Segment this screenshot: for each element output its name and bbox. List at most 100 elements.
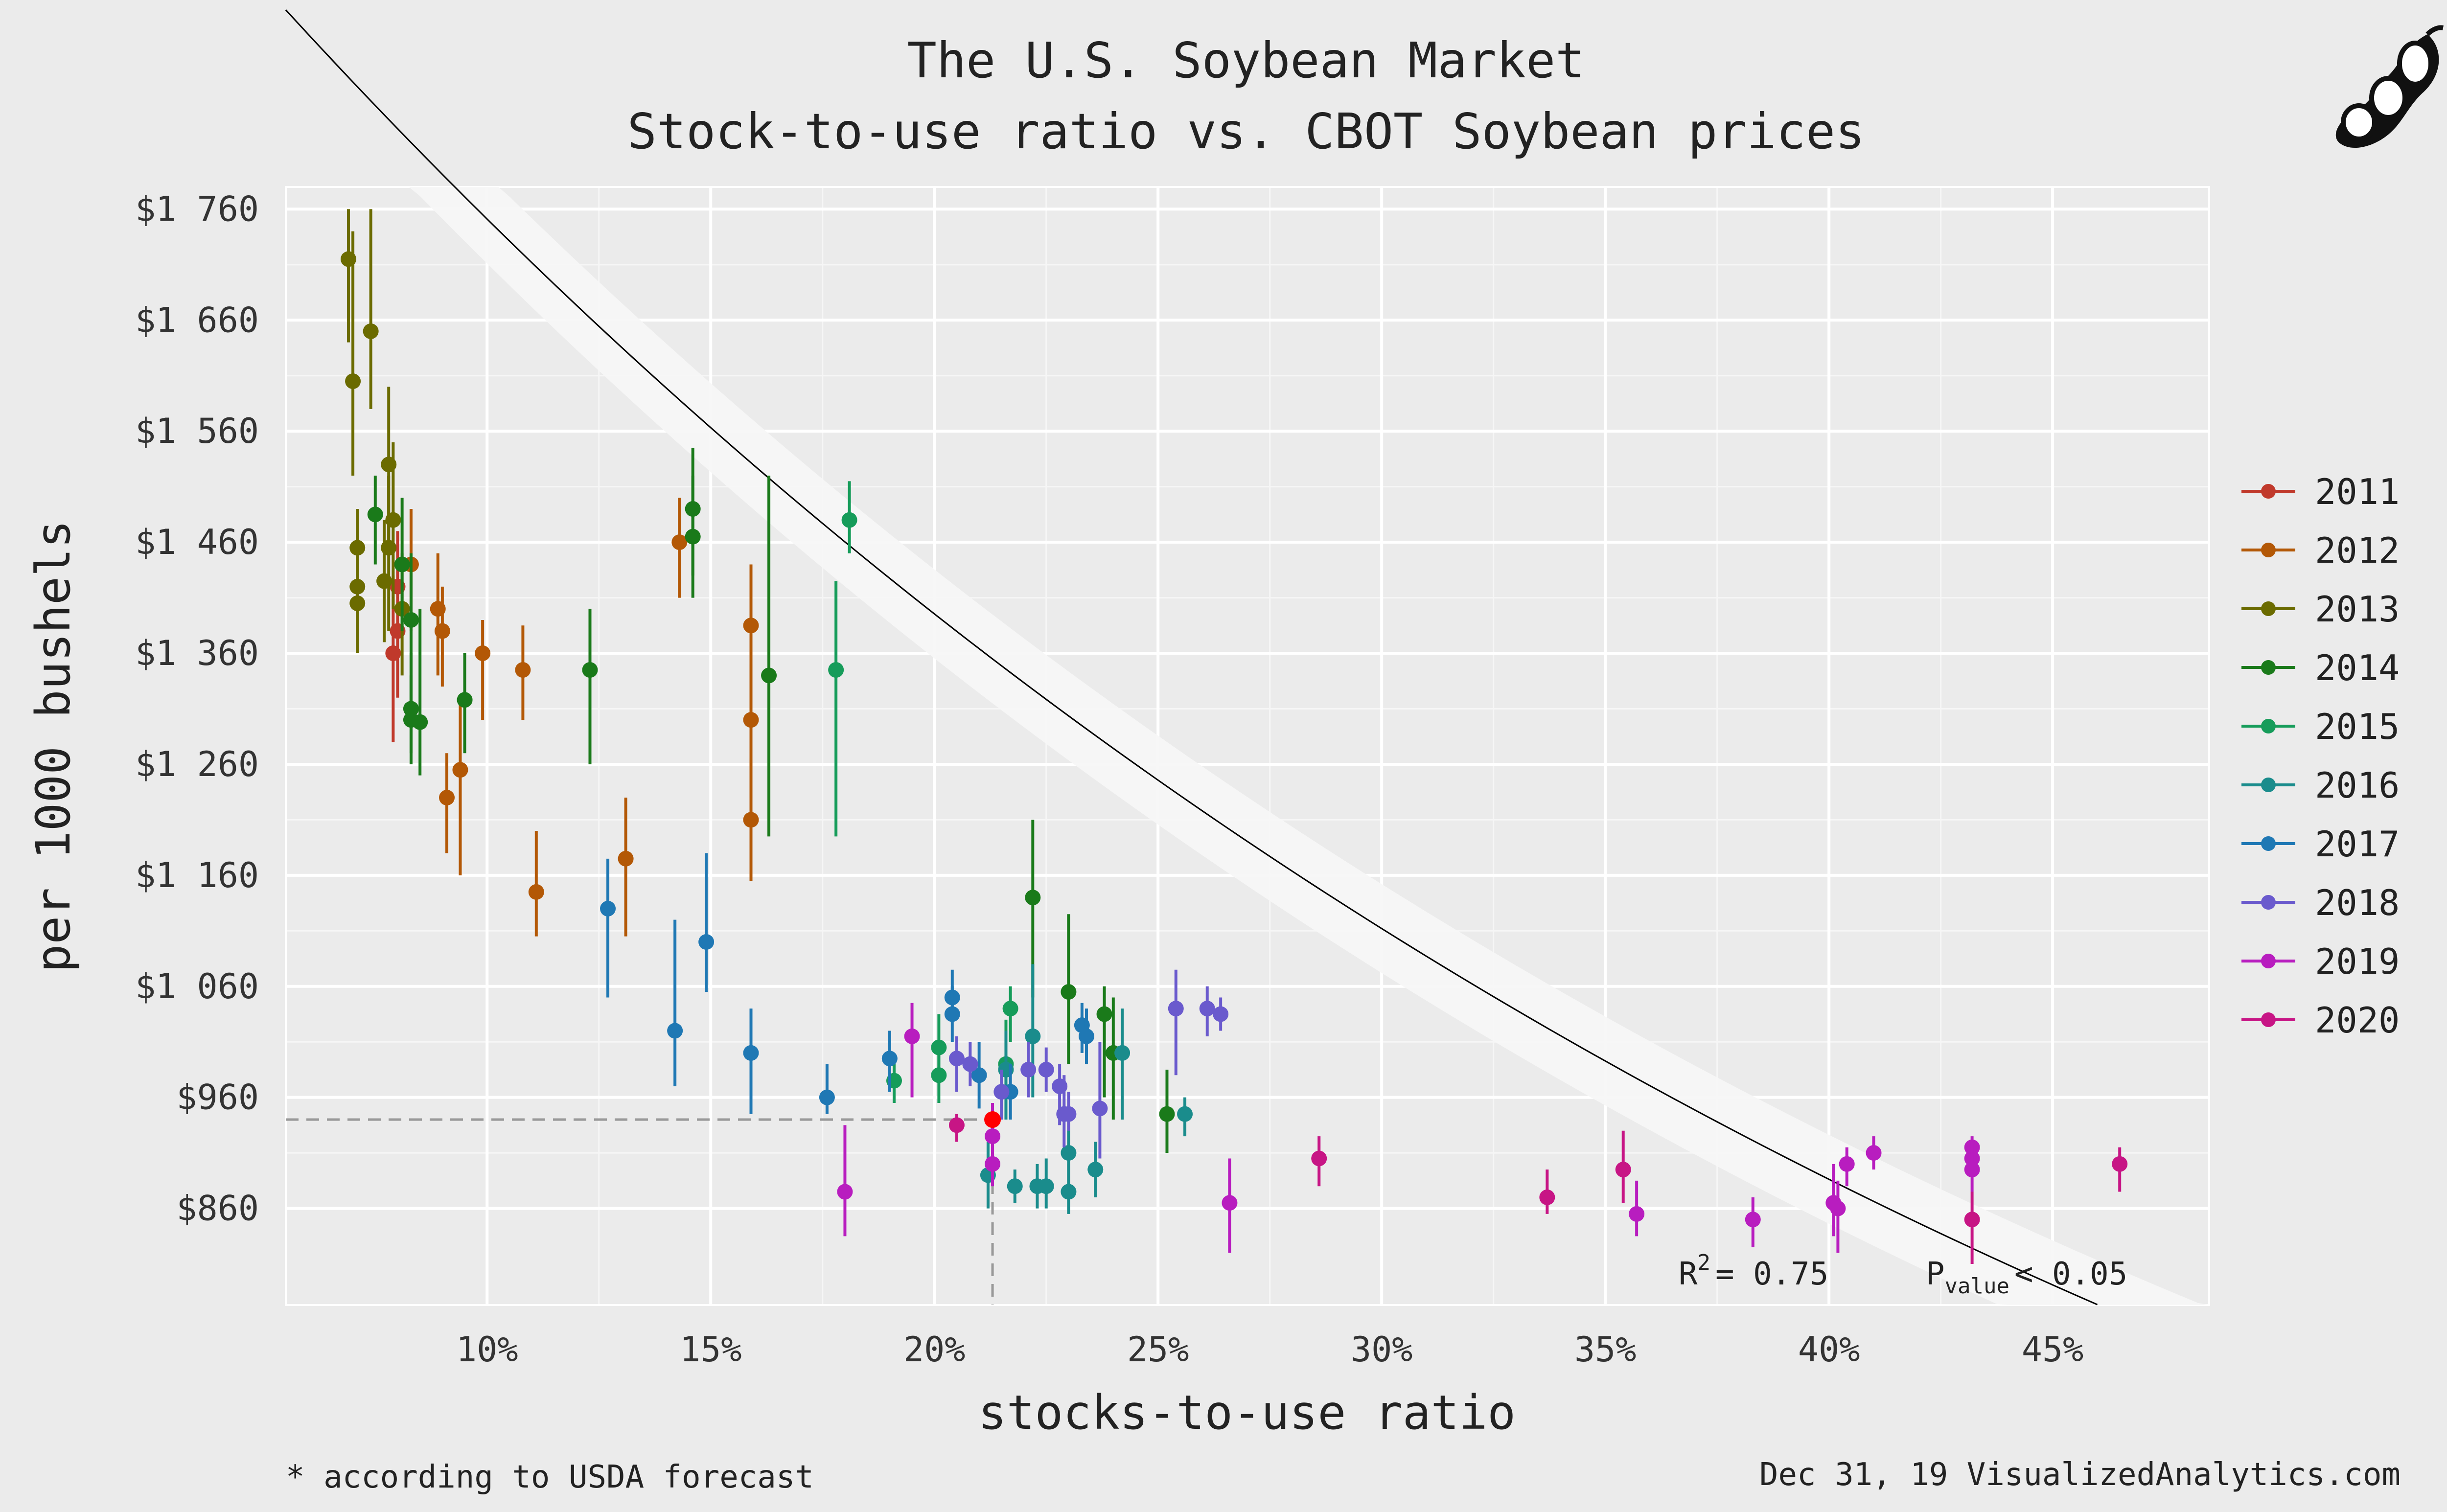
- data-point: [1866, 1145, 1882, 1161]
- data-points: [340, 209, 2128, 1264]
- data-point: [1002, 1001, 1018, 1017]
- data-point: [1311, 1150, 1327, 1167]
- data-point: [439, 790, 455, 806]
- x-axis-label: stocks-to-use ratio: [978, 1385, 1516, 1440]
- legend-label: 2014: [2315, 647, 2400, 688]
- legend-label: 2020: [2315, 1000, 2400, 1041]
- legend-key-marker: [2261, 954, 2276, 968]
- data-point: [412, 714, 428, 730]
- data-point: [1964, 1212, 1980, 1228]
- legend: 2011 2012 2013 2014 2015 2016 2017 2018 2019 2020: [2241, 471, 2400, 1041]
- data-point: [345, 373, 361, 389]
- data-point: [600, 900, 616, 916]
- legend-key-marker: [2261, 660, 2276, 675]
- highlight-point: [984, 1111, 1001, 1128]
- data-point: [1745, 1212, 1761, 1228]
- legend-item-2015: 2015: [2241, 706, 2400, 747]
- soybean-pod-icon: [2335, 25, 2444, 148]
- y-tick-labels: $860 $960 $1 060 $1 160 $1 260 $1 360 $1 460 $1…: [135, 189, 259, 1228]
- legend-key-marker: [2261, 601, 2276, 616]
- data-point: [385, 512, 401, 528]
- data-point: [1615, 1162, 1631, 1178]
- legend-item-2018: 2018: [2241, 882, 2400, 923]
- legend-item-2020: 2020: [2241, 1000, 2400, 1041]
- y-tick-label: $1 760: [135, 189, 259, 229]
- x-tick-labels: 10% 15% 20% 25% 30% 35% 40% 45%: [456, 1329, 2083, 1370]
- data-point: [1168, 1001, 1184, 1017]
- x-tick-label: 40%: [1798, 1329, 1860, 1370]
- series-2016: [980, 964, 1193, 1214]
- data-point: [434, 623, 450, 639]
- data-point: [1964, 1162, 1980, 1178]
- data-point: [1025, 890, 1041, 906]
- legend-key-marker: [2261, 719, 2276, 733]
- data-point: [698, 934, 715, 950]
- legend-label: 2017: [2315, 824, 2400, 865]
- legend-item-2011: 2011: [2241, 471, 2400, 512]
- data-point: [1199, 1001, 1215, 1017]
- data-point: [743, 712, 759, 728]
- data-point: [367, 506, 383, 523]
- data-point: [985, 1156, 1001, 1172]
- legend-item-2016: 2016: [2241, 765, 2400, 806]
- data-point: [671, 534, 688, 550]
- legend-label: 2015: [2315, 706, 2400, 747]
- credit-text: Dec 31, 19 VisualizedAnalytics.com: [1759, 1457, 2401, 1493]
- data-point: [1222, 1195, 1238, 1211]
- data-point: [948, 1051, 965, 1067]
- x-tick-label: 30%: [1351, 1329, 1412, 1370]
- chart-title: The U.S. Soybean Market: [907, 32, 1585, 89]
- legend-item-2013: 2013: [2241, 589, 2400, 630]
- data-point: [618, 850, 634, 867]
- r-squared-annotation: R2 = 0.75: [1679, 1250, 1828, 1292]
- data-point: [667, 1023, 683, 1039]
- x-tick-label: 25%: [1127, 1329, 1189, 1370]
- fit-band: [286, 187, 2209, 1305]
- x-tick-label: 10%: [456, 1329, 518, 1370]
- data-point: [1061, 1145, 1077, 1161]
- data-point: [475, 645, 491, 662]
- data-point: [1061, 1106, 1077, 1122]
- x-tick-label: 35%: [1574, 1329, 1636, 1370]
- data-point: [363, 323, 379, 339]
- data-point: [837, 1184, 853, 1200]
- y-tick-label: $1 360: [135, 633, 259, 673]
- data-point: [349, 595, 366, 611]
- data-point: [743, 1045, 759, 1061]
- legend-key-marker: [2261, 836, 2276, 851]
- fit-curve: [285, 9, 2098, 1306]
- data-point: [394, 556, 410, 573]
- data-point: [1830, 1200, 1846, 1216]
- x-tick-label: 15%: [680, 1329, 741, 1370]
- data-point: [1038, 1178, 1054, 1194]
- legend-label: 2013: [2315, 589, 2400, 630]
- panel-border: [285, 186, 2210, 1306]
- data-point: [457, 692, 473, 708]
- legend-label: 2019: [2315, 941, 2400, 982]
- data-point: [1629, 1206, 1645, 1222]
- y-tick-label: $1 660: [135, 300, 259, 340]
- data-point: [962, 1056, 978, 1072]
- data-point: [685, 501, 701, 517]
- confidence-band: [286, 187, 2209, 1305]
- series-2013: [340, 209, 410, 676]
- data-point: [948, 1117, 965, 1133]
- legend-item-2012: 2012: [2241, 530, 2400, 571]
- legend-key-marker: [2261, 895, 2276, 910]
- x-tick-label: 45%: [2022, 1329, 2083, 1370]
- legend-key-marker: [2261, 484, 2276, 499]
- data-point: [1007, 1178, 1023, 1194]
- data-point: [985, 1128, 1001, 1145]
- data-point: [743, 812, 759, 828]
- data-point: [1061, 1184, 1077, 1200]
- y-tick-label: $1 460: [135, 522, 259, 562]
- series-2020: [948, 1114, 2128, 1264]
- data-point: [1539, 1189, 1555, 1205]
- y-axis-label: per 1000 bushels: [26, 520, 81, 973]
- data-point: [1038, 1061, 1054, 1077]
- fit-curve-group: [285, 9, 2098, 1306]
- data-point: [1078, 1028, 1094, 1044]
- data-point: [1839, 1156, 1855, 1172]
- y-tick-label: $1 160: [135, 855, 259, 895]
- legend-key-marker: [2261, 1012, 2276, 1027]
